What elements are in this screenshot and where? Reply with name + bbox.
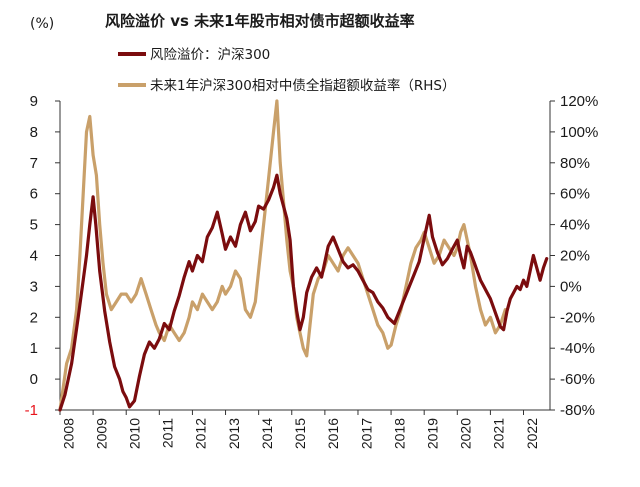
- right-axis-ticks: 120% 100% 80% 60% 40% 20% 0% -20% -40% -60% -80%: [550, 93, 598, 419]
- x-tick-label: 2020: [458, 418, 474, 449]
- legend-label-excess-return: 未来1年沪深300相对中债全指超额收益率（RHS）: [150, 77, 455, 94]
- right-tick-label: 80%: [560, 155, 590, 172]
- right-tick-label: -80%: [560, 402, 595, 419]
- chart-title: 风险溢价 vs 未来1年股市相对债市超额收益率: [105, 12, 415, 30]
- left-tick-label: 3: [30, 278, 38, 295]
- left-tick-label: 4: [30, 248, 38, 265]
- x-tick-label: 2013: [226, 418, 242, 449]
- right-tick-label: 120%: [560, 93, 598, 110]
- left-tick-label: 8: [30, 124, 38, 141]
- x-tick-label: 2012: [193, 418, 209, 449]
- x-tick-label: 2014: [259, 418, 275, 449]
- y-unit-label: (%): [30, 16, 54, 32]
- x-tick-label: 2011: [160, 418, 176, 448]
- legend: 风险溢价：沪深300 未来1年沪深300相对中债全指超额收益率（RHS）: [118, 47, 455, 94]
- right-tick-label: -40%: [560, 340, 595, 357]
- x-tick-label: 2008: [60, 418, 76, 449]
- series-layer: [58, 99, 549, 412]
- right-tick-label: 40%: [560, 217, 590, 234]
- x-tick-label: 2022: [524, 418, 540, 449]
- x-tick-label: 2021: [491, 418, 507, 449]
- left-tick-label: 7: [30, 155, 38, 172]
- right-tick-label: 60%: [560, 186, 590, 203]
- series-line-excess-return: [58, 99, 507, 412]
- x-tick-label: 2016: [325, 418, 341, 449]
- x-tick-label: 2018: [391, 418, 407, 449]
- right-tick-label: 100%: [560, 124, 598, 141]
- right-tick-label: -20%: [560, 309, 595, 326]
- legend-label-risk-premium: 风险溢价：沪深300: [150, 47, 270, 63]
- x-tick-label: 2010: [126, 418, 142, 449]
- left-tick-label: 2: [30, 309, 38, 326]
- legend-item-excess-return: 未来1年沪深300相对中债全指超额收益率（RHS）: [118, 77, 455, 94]
- right-tick-label: -60%: [560, 371, 595, 388]
- x-tick-label: 2017: [358, 418, 374, 449]
- left-tick-label: 1: [30, 340, 38, 357]
- left-tick-label: 9: [30, 93, 38, 110]
- x-tick-label: 2009: [93, 418, 109, 449]
- left-tick-label: 6: [30, 186, 38, 203]
- x-tick-label: 2019: [424, 418, 440, 449]
- left-tick-label: 0: [30, 371, 38, 388]
- right-tick-label: 0%: [560, 278, 582, 295]
- left-axis-ticks: 9 8 7 6 5 4 3 2 1 0 -1: [25, 93, 60, 419]
- series-line-risk-premium: [58, 173, 549, 412]
- legend-item-risk-premium: 风险溢价：沪深300: [118, 47, 270, 63]
- x-tick-label: 2015: [292, 418, 308, 449]
- left-tick-label: -1: [25, 402, 38, 419]
- x-axis-ticks: 2008 2009 2010 2011 2012 2013 2014 2015 2016 2017…: [59, 410, 540, 449]
- right-tick-label: 20%: [560, 248, 590, 265]
- left-tick-label: 5: [30, 217, 38, 234]
